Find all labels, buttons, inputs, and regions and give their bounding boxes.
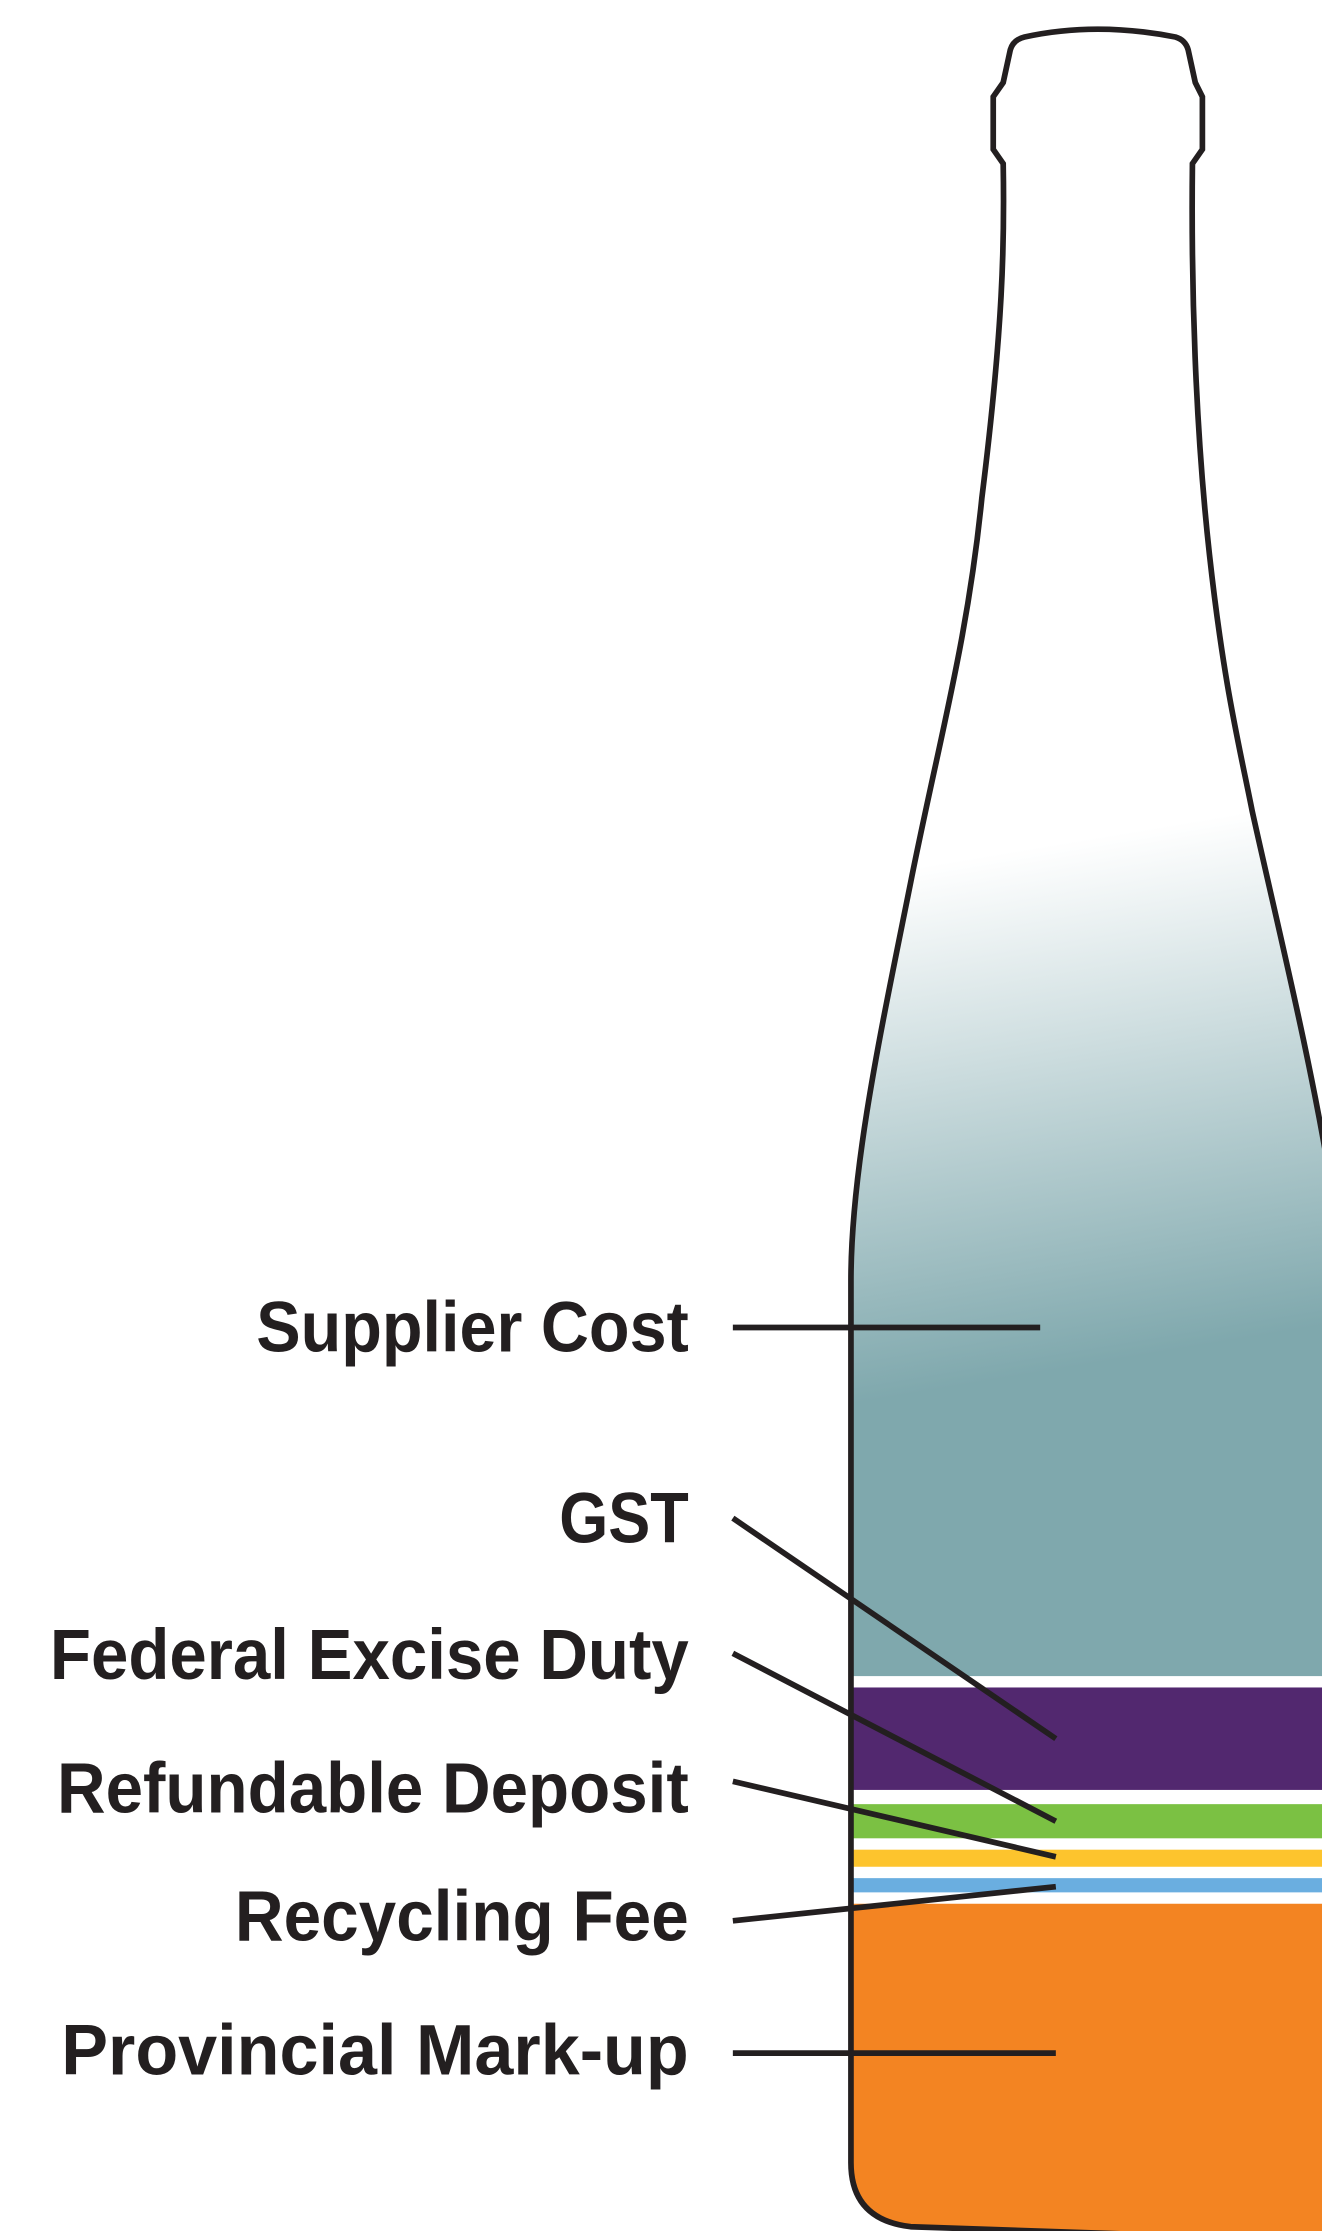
- bottle-fill: [840, 797, 1322, 2231]
- label: Recycling Fee: [235, 1878, 689, 1957]
- page: {"labels": ["Supplier Cost", "GST", "Fed…: [0, 0, 1322, 2231]
- bottle-diagram: Supplier Cost GST Federal Excise Duty Re…: [0, 0, 1322, 2231]
- gst-band: [840, 1687, 1322, 1789]
- supplier-band: [840, 797, 1322, 1676]
- label: Refundable Deposit: [57, 1750, 689, 1829]
- label: Federal Excise Duty: [50, 1616, 689, 1695]
- label: Provincial Mark-up: [61, 2011, 688, 2090]
- label: Supplier Cost: [256, 1289, 689, 1368]
- deposit-band: [840, 1850, 1322, 1867]
- markup-band: [840, 1904, 1322, 2231]
- label: GST: [559, 1479, 688, 1558]
- recycling-band: [840, 1878, 1322, 1892]
